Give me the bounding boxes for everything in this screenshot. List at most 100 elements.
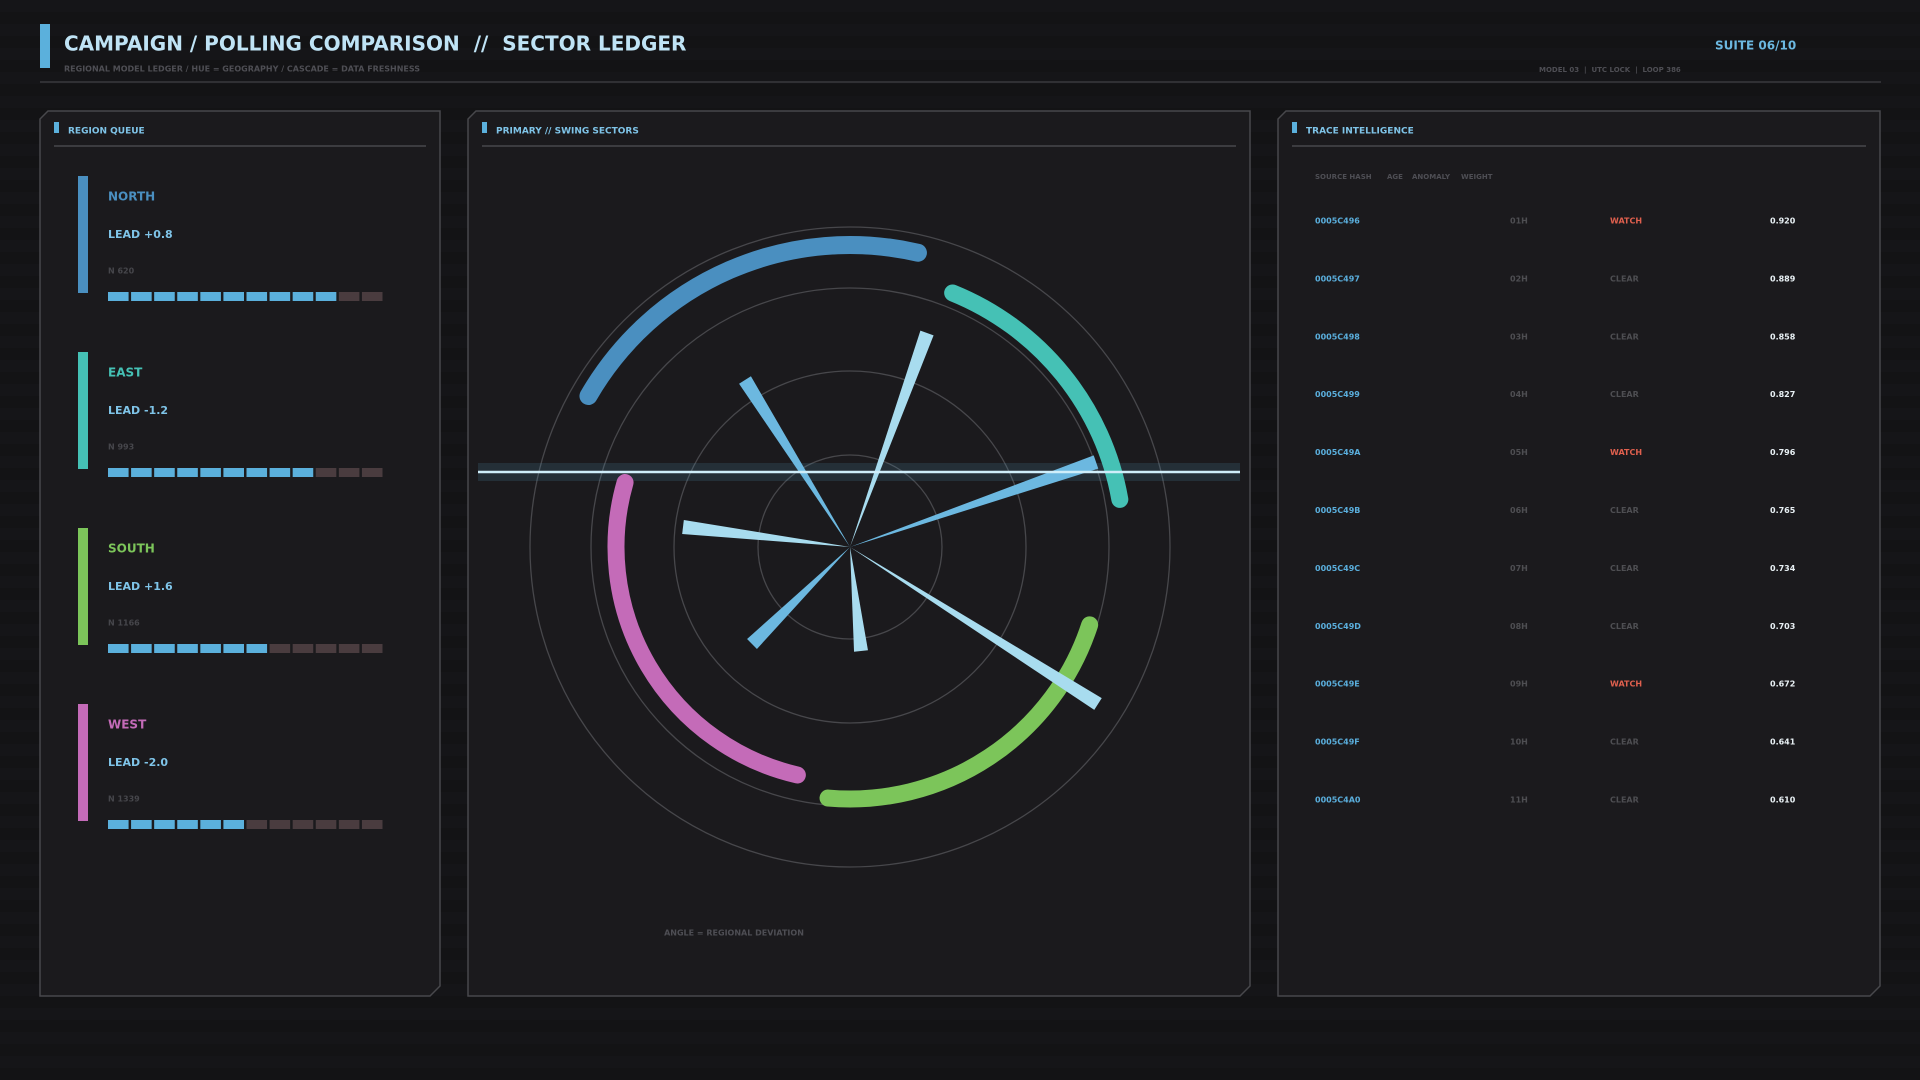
region-sample: N 620 [108, 267, 135, 276]
row-status: WATCH [1610, 448, 1642, 457]
column-header: ANOMALY [1412, 173, 1451, 181]
region-name: NORTH [108, 190, 155, 204]
segment-filled [223, 292, 244, 301]
row-status: CLEAR [1610, 796, 1639, 805]
ring [673, 370, 1027, 724]
row-weight: 0.920 [1770, 217, 1796, 226]
segment-filled [292, 292, 314, 301]
sector-spoke [850, 547, 1102, 710]
sector-spoke [682, 520, 850, 547]
ring [529, 226, 1171, 868]
region-lead: LEAD -1.2 [108, 404, 168, 417]
region-sample: N 993 [108, 443, 134, 452]
row-status: CLEAR [1610, 564, 1639, 573]
segment-empty [269, 644, 291, 653]
row-hash: 0005C49E [1315, 680, 1360, 689]
segment-empty [315, 820, 337, 829]
row-age: 06H [1510, 506, 1528, 515]
row-hash: 0005C49B [1315, 506, 1360, 515]
segment-filled [223, 644, 244, 653]
panel-title: PRIMARY // SWING SECTORS [496, 127, 639, 137]
region-accent [78, 528, 88, 645]
row-hash: 0005C496 [1315, 217, 1360, 226]
row-age: 02H [1510, 274, 1528, 283]
panel [39, 110, 441, 997]
segment-filled [200, 292, 221, 301]
segment-filled [154, 644, 175, 653]
region-accent [78, 352, 88, 469]
segment-empty [338, 292, 360, 301]
segment-filled [269, 292, 291, 301]
row-status: CLEAR [1610, 274, 1639, 283]
panel [467, 110, 1251, 997]
segment-empty [361, 644, 383, 653]
row-age: 08H [1510, 622, 1528, 631]
row-weight: 0.641 [1770, 738, 1796, 747]
row-age: 03H [1510, 332, 1528, 341]
row-hash: 0005C49C [1315, 564, 1360, 573]
sector-spoke [739, 376, 850, 547]
sector-spoke [747, 547, 850, 649]
row-age: 07H [1510, 564, 1528, 573]
sector-arc [607, 474, 806, 784]
panel-title: REGION QUEUE [68, 127, 145, 137]
row-weight: 0.672 [1770, 680, 1795, 689]
segment-filled [177, 820, 198, 829]
segment-filled [177, 644, 198, 653]
row-age: 10H [1510, 738, 1528, 747]
row-age: 04H [1510, 390, 1528, 399]
swing-radial [478, 226, 1240, 868]
row-age: 01H [1510, 217, 1528, 226]
region-sample: N 1339 [108, 795, 140, 804]
row-hash: 0005C49D [1315, 622, 1361, 631]
panel-marker [482, 122, 487, 133]
row-weight: 0.796 [1770, 448, 1796, 457]
row-age: 05H [1510, 448, 1528, 457]
segment-filled [108, 644, 129, 653]
segment-filled [177, 292, 198, 301]
column-header: SOURCE HASH [1315, 173, 1372, 181]
segment-empty [315, 468, 337, 477]
region-lead: LEAD +0.8 [108, 228, 173, 241]
segment-empty [338, 644, 360, 653]
segment-filled [292, 468, 314, 477]
row-weight: 0.827 [1770, 390, 1795, 399]
row-weight: 0.703 [1770, 622, 1795, 631]
segment-filled [108, 820, 129, 829]
segment-filled [269, 468, 291, 477]
header-subtitle: REGIONAL MODEL LEDGER / HUE = GEOGRAPHY … [64, 65, 420, 74]
row-hash: 0005C498 [1315, 332, 1360, 341]
region-accent [78, 704, 88, 821]
column-header: WEIGHT [1461, 173, 1493, 181]
row-weight: 0.889 [1770, 274, 1796, 283]
segment-filled [154, 468, 175, 477]
row-status: CLEAR [1610, 332, 1639, 341]
column-header: AGE [1387, 173, 1403, 181]
segment-empty [269, 820, 291, 829]
segment-empty [246, 820, 268, 829]
row-hash: 0005C49F [1315, 738, 1360, 747]
segment-empty [361, 468, 383, 477]
region-lead: LEAD -2.0 [108, 756, 168, 769]
segment-filled [246, 292, 268, 301]
row-weight: 0.858 [1770, 332, 1796, 341]
row-status: CLEAR [1610, 506, 1639, 515]
panel [1277, 110, 1881, 997]
segment-filled [108, 292, 129, 301]
segment-filled [246, 644, 268, 653]
panel-title: TRACE INTELLIGENCE [1306, 127, 1414, 137]
segment-filled [200, 468, 221, 477]
region-name: EAST [108, 366, 143, 380]
row-weight: 0.734 [1770, 564, 1796, 573]
region-name: SOUTH [108, 542, 155, 556]
row-hash: 0005C497 [1315, 274, 1360, 283]
row-age: 11H [1510, 796, 1528, 805]
segment-filled [246, 468, 268, 477]
header-accent [40, 24, 50, 68]
segment-filled [131, 468, 152, 477]
segment-filled [315, 292, 337, 301]
row-status: CLEAR [1610, 738, 1639, 747]
row-status: CLEAR [1610, 390, 1639, 399]
segment-empty [361, 820, 383, 829]
row-weight: 0.765 [1770, 506, 1796, 515]
